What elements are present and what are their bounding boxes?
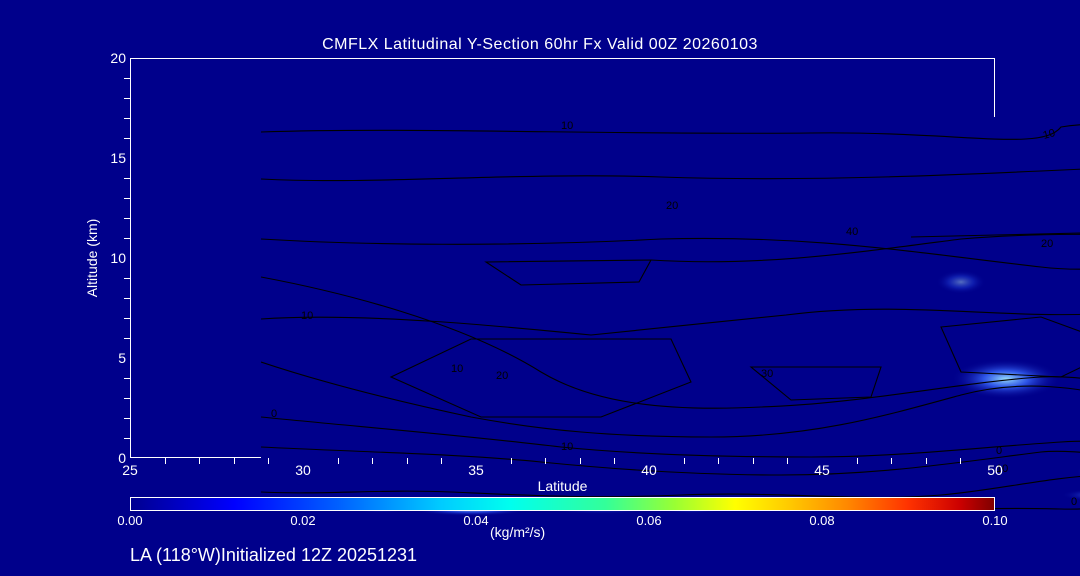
svg-text:40: 40	[846, 226, 858, 238]
x-minor-tick	[268, 458, 269, 464]
colorbar-gradient[interactable]	[130, 497, 995, 511]
y-minor-tick	[124, 278, 130, 279]
y-axis-label: Altitude (km)	[84, 219, 100, 298]
y-minor-tick	[124, 178, 130, 179]
x-minor-tick	[614, 458, 615, 464]
svg-text:30: 30	[761, 368, 773, 380]
x-minor-tick	[580, 458, 581, 464]
x-minor-tick	[511, 458, 512, 464]
chart-title: CMFLX Latitudinal Y-Section 60hr Fx Vali…	[0, 36, 1080, 54]
cb-tick-0[interactable]: 0.00	[117, 513, 142, 528]
x-minor-tick	[407, 458, 408, 464]
x-minor-tick	[441, 458, 442, 464]
svg-text:10: 10	[561, 120, 573, 132]
x-tick-45[interactable]: 45	[807, 462, 837, 478]
x-tick-40[interactable]: 40	[634, 462, 664, 478]
y-minor-tick	[124, 198, 130, 199]
x-minor-tick	[165, 458, 166, 464]
x-minor-tick	[857, 458, 858, 464]
x-minor-tick	[199, 458, 200, 464]
svg-text:10: 10	[561, 441, 573, 453]
footer-text: LA (118°W)Initialized 12Z 20251231	[130, 545, 417, 566]
y-minor-tick	[124, 98, 130, 99]
x-minor-tick	[926, 458, 927, 464]
y-minor-tick	[124, 78, 130, 79]
colorbar-container: 0.00 0.02 0.04 0.06 0.08 0.10	[130, 497, 995, 531]
svg-text:20: 20	[666, 200, 678, 212]
svg-text:10: 10	[451, 363, 463, 375]
y-tick-10[interactable]: 10	[100, 250, 126, 266]
colorbar-units-label: (kg/m²/s)	[490, 524, 545, 540]
cb-tick-4[interactable]: 0.08	[809, 513, 834, 528]
x-minor-tick	[684, 458, 685, 464]
x-tick-30[interactable]: 30	[288, 462, 318, 478]
svg-text:20: 20	[1041, 238, 1053, 250]
x-minor-tick	[891, 458, 892, 464]
y-minor-tick	[124, 338, 130, 339]
x-minor-tick	[960, 458, 961, 464]
plot-area: 10 10 20 20 20 30 30 10 40 10 10 0 0 10 …	[130, 58, 995, 458]
x-axis-label: Latitude	[130, 478, 995, 494]
x-minor-tick	[787, 458, 788, 464]
x-tick-25[interactable]: 25	[115, 462, 145, 478]
cb-tick-1[interactable]: 0.02	[290, 513, 315, 528]
svg-text:10: 10	[301, 310, 313, 322]
y-minor-tick	[124, 398, 130, 399]
colorbar-ticks: 0.00 0.02 0.04 0.06 0.08 0.10	[130, 511, 995, 531]
y-minor-tick	[124, 138, 130, 139]
x-tick-35[interactable]: 35	[461, 462, 491, 478]
x-minor-tick	[338, 458, 339, 464]
cb-tick-2[interactable]: 0.04	[463, 513, 488, 528]
svg-text:0: 0	[996, 445, 1002, 457]
y-minor-tick	[124, 318, 130, 319]
cb-tick-3[interactable]: 0.06	[636, 513, 661, 528]
heatmap-layer: 10 10 20 20 20 30 30 10 40 10 10 0 0 10 …	[261, 117, 1080, 517]
y-minor-tick	[124, 218, 130, 219]
y-minor-tick	[124, 238, 130, 239]
y-tick-20[interactable]: 20	[100, 50, 126, 66]
y-minor-tick	[124, 378, 130, 379]
svg-text:0: 0	[1071, 496, 1077, 508]
y-tick-5[interactable]: 5	[100, 350, 126, 366]
x-tick-50[interactable]: 50	[980, 462, 1010, 478]
x-minor-tick	[753, 458, 754, 464]
weather-chart-app: CMFLX Latitudinal Y-Section 60hr Fx Vali…	[0, 0, 1080, 576]
y-minor-tick	[124, 418, 130, 419]
x-minor-tick	[372, 458, 373, 464]
x-minor-tick	[234, 458, 235, 464]
y-minor-tick	[124, 118, 130, 119]
x-minor-tick	[545, 458, 546, 464]
svg-text:20: 20	[496, 370, 508, 382]
x-minor-tick	[718, 458, 719, 464]
y-minor-tick	[124, 298, 130, 299]
cb-tick-5[interactable]: 0.10	[982, 513, 1007, 528]
svg-text:0: 0	[271, 408, 277, 420]
y-minor-tick	[124, 438, 130, 439]
y-tick-15[interactable]: 15	[100, 150, 126, 166]
